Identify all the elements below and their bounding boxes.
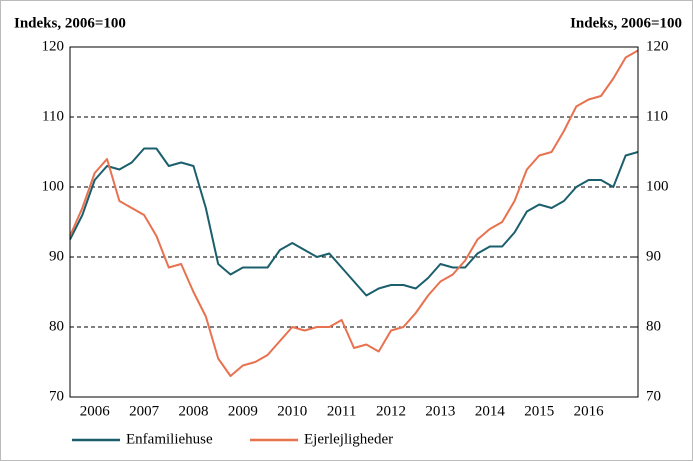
y2-tick-label: 100: [646, 178, 669, 194]
y-tick-label: 90: [49, 248, 64, 264]
x-tick-label: 2014: [475, 403, 506, 419]
x-tick-label: 2012: [376, 403, 406, 419]
y-tick-label: 120: [42, 38, 65, 54]
x-tick-label: 2015: [524, 403, 554, 419]
series-line: [69, 147, 639, 297]
y-tick-label: 110: [42, 108, 64, 124]
y-tick-label: 70: [49, 388, 64, 404]
x-tick-label: 2008: [178, 403, 208, 419]
y2-axis-label: Indeks, 2006=100: [570, 15, 682, 31]
y-axis-label: Indeks, 2006=100: [14, 15, 126, 31]
y2-tick-label: 110: [646, 108, 668, 124]
y2-tick-label: 80: [646, 318, 661, 334]
plot-frame: [69, 46, 639, 398]
x-tick-label: 2006: [80, 403, 111, 419]
y-tick-label: 80: [49, 318, 64, 334]
y2-tick-label: 120: [646, 38, 669, 54]
x-tick-label: 2010: [277, 403, 307, 419]
legend-label: Ejerlejligheder: [304, 431, 393, 447]
x-tick-label: 2013: [425, 403, 455, 419]
y2-tick-label: 70: [646, 388, 661, 404]
y2-tick-label: 90: [646, 248, 661, 264]
x-tick-label: 2007: [129, 403, 160, 419]
x-tick-label: 2011: [327, 403, 356, 419]
legend-label: Enfamiliehuse: [126, 431, 213, 447]
x-tick-label: 2009: [228, 403, 258, 419]
y-tick-label: 100: [42, 178, 65, 194]
series-line: [69, 49, 639, 377]
x-tick-label: 2016: [574, 403, 605, 419]
